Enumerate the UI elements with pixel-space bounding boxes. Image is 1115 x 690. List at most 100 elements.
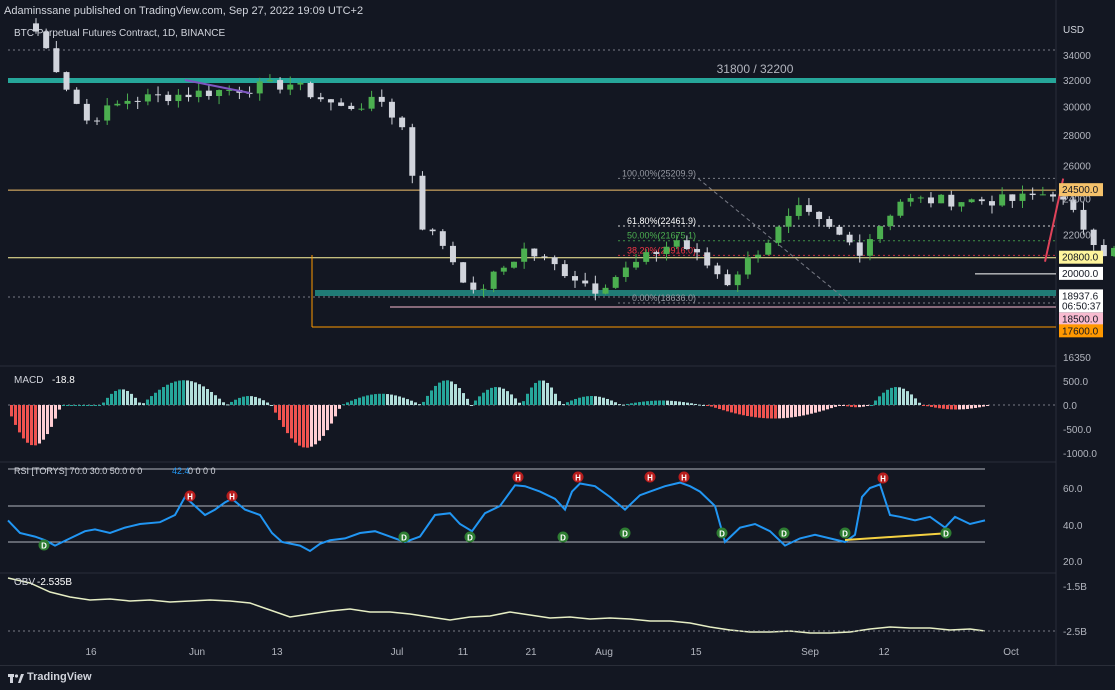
macd-bar xyxy=(698,404,701,406)
macd-bar xyxy=(890,387,893,405)
macd-bar xyxy=(610,400,613,405)
macd-bar xyxy=(26,405,29,443)
marker-letter: D xyxy=(560,534,566,543)
macd-bar xyxy=(42,405,45,440)
macd-bar xyxy=(526,393,529,405)
macd-bar xyxy=(470,405,473,406)
macd-bar xyxy=(778,405,781,419)
candle-body xyxy=(866,239,873,256)
price-tick: 30000 xyxy=(1063,103,1091,114)
candle-body xyxy=(144,94,151,102)
macd-bar xyxy=(178,380,181,405)
macd-bar xyxy=(826,405,829,410)
macd-bar xyxy=(490,387,493,405)
candle-body xyxy=(795,205,802,216)
macd-bar xyxy=(754,405,757,418)
marker-circle xyxy=(464,531,476,543)
price-chart[interactable]: 31800 / 32200 100.00%(25209.9) 61.80%(2246… xyxy=(0,0,1115,666)
candle-body xyxy=(988,201,995,206)
macd-bar xyxy=(738,405,741,415)
candle-body xyxy=(327,99,334,103)
candle-body xyxy=(653,252,660,254)
macd-bar xyxy=(198,384,201,405)
macd-tick: -1000.0 xyxy=(1063,449,1097,460)
macd-bar xyxy=(710,405,713,407)
candle-body xyxy=(887,215,894,227)
candle-body xyxy=(856,242,863,256)
macd-bar xyxy=(494,387,497,405)
macd-bar xyxy=(338,405,341,409)
macd-bar xyxy=(38,405,41,444)
rsi-low-marker: D xyxy=(778,527,790,539)
published-header: Adaminssane published on TradingView.com… xyxy=(0,0,1115,22)
rsi-line xyxy=(7,481,986,553)
candle-body xyxy=(53,48,60,73)
macd-bar xyxy=(886,389,889,405)
macd-bar xyxy=(66,405,69,406)
candle-body xyxy=(958,202,965,207)
marker-letter: D xyxy=(622,530,628,539)
rsi-low-marker: D xyxy=(619,527,631,539)
marker-circle xyxy=(557,531,569,543)
macd-bar xyxy=(474,400,477,405)
macd-bar xyxy=(790,405,793,418)
macd-bar xyxy=(506,391,509,405)
marker-circle xyxy=(38,539,50,551)
candle-body xyxy=(460,262,467,283)
price-tick: 22000 xyxy=(1063,231,1091,242)
price-badge xyxy=(1059,299,1103,313)
candle-body xyxy=(83,103,90,121)
macd-bar xyxy=(438,382,441,405)
candle-body xyxy=(744,257,751,275)
macd-bar xyxy=(842,405,845,406)
macd-bar xyxy=(734,405,737,414)
marker-letter: D xyxy=(41,542,47,551)
candle-body xyxy=(978,199,985,202)
macd-bar xyxy=(846,405,849,407)
purple-trendline xyxy=(184,79,251,94)
macd-bar xyxy=(314,405,317,445)
rsi-label: RSI [TORYS] 70.0 30.0 50.0 0 0 xyxy=(14,466,142,476)
macd-bar xyxy=(726,405,729,412)
rsi-tick: 40.0 xyxy=(1063,521,1083,532)
macd-bar xyxy=(486,389,489,405)
footer: TradingView xyxy=(0,665,1115,690)
macd-tick: -500.0 xyxy=(1063,425,1092,436)
candle-body xyxy=(33,23,39,32)
macd-bar xyxy=(70,405,73,406)
macd-bar xyxy=(582,396,585,405)
fib-diagonal xyxy=(697,177,851,304)
price-tick: 16350 xyxy=(1063,353,1091,364)
macd-bar xyxy=(394,395,397,405)
macd-bar xyxy=(310,405,313,447)
rsi-low-marker: D xyxy=(464,531,476,543)
macd-bar xyxy=(562,404,565,406)
candle-body xyxy=(73,89,80,104)
macd-label: MACD xyxy=(14,375,43,386)
macd-bar xyxy=(950,405,953,410)
macd-bar xyxy=(870,405,873,406)
macd-bar xyxy=(830,405,833,409)
macd-bar xyxy=(614,402,617,405)
macd-bar xyxy=(374,394,377,405)
candle-body xyxy=(877,226,884,240)
marker-circle xyxy=(226,490,238,502)
rsi-divergence-line xyxy=(844,532,951,541)
macd-bar xyxy=(326,405,329,431)
macd-bar xyxy=(570,400,573,405)
macd-bar xyxy=(266,402,269,405)
rsi-value: 42.4 xyxy=(172,466,190,476)
candle-body xyxy=(388,101,395,118)
marker-circle xyxy=(877,472,889,484)
marker-letter: H xyxy=(681,474,687,483)
price-tick: 28000 xyxy=(1063,131,1091,142)
candle-body xyxy=(256,81,263,94)
marker-circle xyxy=(644,471,656,483)
macd-bar xyxy=(306,405,309,448)
macd-bar xyxy=(202,386,205,405)
macd-bar xyxy=(50,405,53,427)
macd-bar xyxy=(758,405,761,418)
macd-bar xyxy=(906,391,909,405)
time-tick: Jul xyxy=(391,647,404,658)
macd-bar xyxy=(402,397,405,405)
